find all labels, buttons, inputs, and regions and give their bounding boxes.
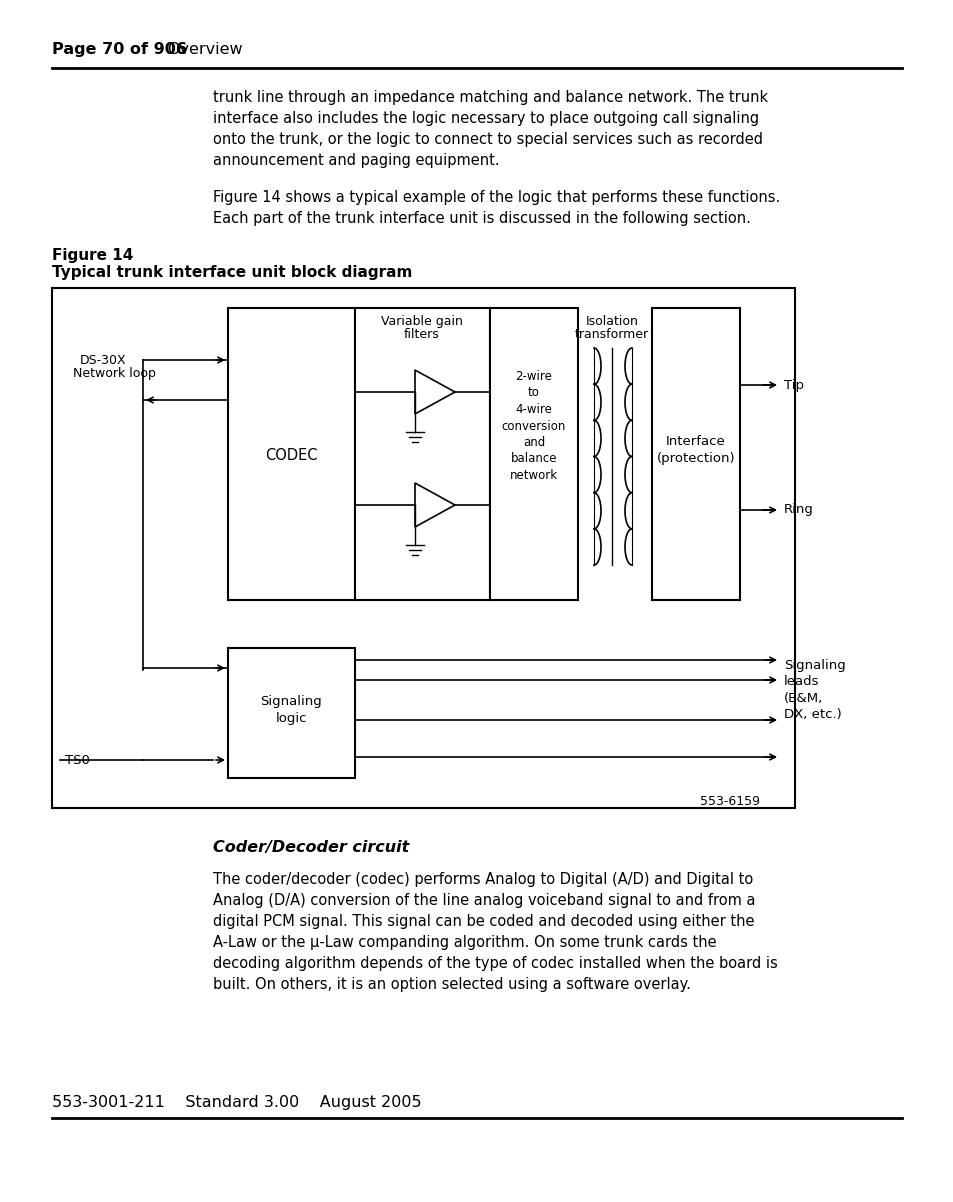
Text: Signaling
leads
(E&M,
DX, etc.): Signaling leads (E&M, DX, etc.) bbox=[783, 659, 845, 721]
Text: Ring: Ring bbox=[783, 504, 813, 517]
Text: 553-6159: 553-6159 bbox=[700, 795, 760, 808]
Text: Signaling
logic: Signaling logic bbox=[260, 695, 322, 725]
Text: Figure 14 shows a typical example of the logic that performs these functions.
Ea: Figure 14 shows a typical example of the… bbox=[213, 190, 780, 226]
Text: Figure 14: Figure 14 bbox=[52, 248, 133, 263]
Text: Network loop: Network loop bbox=[73, 367, 155, 380]
Text: filters: filters bbox=[404, 328, 439, 341]
Text: Coder/Decoder circuit: Coder/Decoder circuit bbox=[213, 840, 409, 855]
Text: TS0: TS0 bbox=[65, 754, 90, 767]
Bar bbox=[490, 308, 578, 600]
Bar bbox=[228, 308, 355, 600]
Text: Variable gain: Variable gain bbox=[380, 315, 462, 328]
Text: 2-wire
to
4-wire
conversion
and
balance
network: 2-wire to 4-wire conversion and balance … bbox=[501, 370, 565, 482]
Text: DS-30X: DS-30X bbox=[80, 355, 127, 367]
Text: transformer: transformer bbox=[575, 328, 648, 341]
Text: trunk line through an impedance matching and balance network. The trunk
interfac: trunk line through an impedance matching… bbox=[213, 90, 767, 168]
Text: Tip: Tip bbox=[783, 379, 803, 392]
Text: The coder/decoder (codec) performs Analog to Digital (A/D) and Digital to
Analog: The coder/decoder (codec) performs Analo… bbox=[213, 871, 777, 992]
Text: CODEC: CODEC bbox=[265, 447, 317, 463]
Text: Isolation: Isolation bbox=[585, 315, 638, 328]
Bar bbox=[651, 308, 740, 600]
Bar bbox=[355, 308, 490, 600]
Text: Page 70 of 906: Page 70 of 906 bbox=[52, 42, 187, 56]
Text: Overview: Overview bbox=[167, 42, 242, 56]
Text: 553-3001-211    Standard 3.00    August 2005: 553-3001-211 Standard 3.00 August 2005 bbox=[52, 1095, 421, 1109]
Bar bbox=[228, 648, 355, 778]
Bar bbox=[52, 288, 794, 808]
Text: Interface
(protection): Interface (protection) bbox=[656, 435, 735, 465]
Text: Typical trunk interface unit block diagram: Typical trunk interface unit block diagr… bbox=[52, 264, 412, 280]
